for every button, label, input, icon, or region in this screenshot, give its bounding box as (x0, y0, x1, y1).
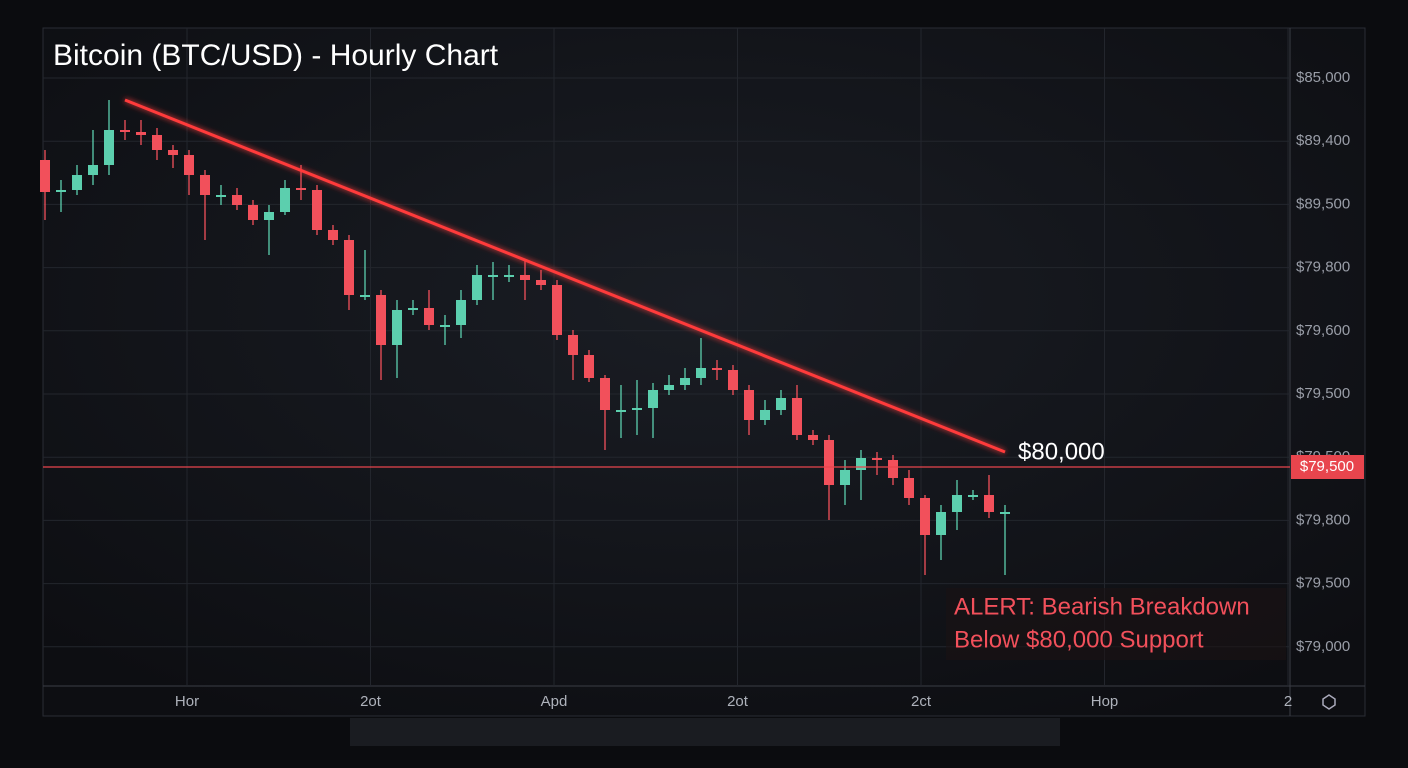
alert-text: ALERT: Bearish Breakdown (954, 593, 1250, 620)
y-tick-label: $85,000 (1296, 69, 1350, 86)
candle-body (728, 370, 738, 390)
candle-body (696, 368, 706, 378)
candle-body (216, 195, 226, 197)
price-tag (1291, 455, 1364, 479)
candle-body (312, 190, 322, 230)
price-tag-label: $79,500 (1300, 458, 1354, 475)
candle-body (600, 378, 610, 410)
candle-body (264, 212, 274, 220)
candle-body (360, 295, 370, 297)
y-tick-label: $79,800 (1296, 511, 1350, 528)
x-tick-label: 2 (1284, 693, 1292, 710)
y-tick-label: $79,500 (1296, 385, 1350, 402)
x-tick-label: Apd (541, 693, 568, 710)
candle-body (88, 165, 98, 175)
y-tick-label: $89,500 (1296, 195, 1350, 212)
candle-body (792, 398, 802, 435)
grid (43, 28, 1290, 686)
candle-body (1000, 512, 1010, 514)
candle-body (168, 150, 178, 155)
candle-body (968, 495, 978, 497)
candle-body (232, 195, 242, 205)
candle-body (584, 355, 594, 378)
candle-body (104, 130, 114, 165)
x-tick-label: 2ot (727, 693, 749, 710)
candle-body (744, 390, 754, 420)
x-tick-label: Hor (175, 693, 199, 710)
candle-body (488, 275, 498, 277)
trendline (124, 98, 1006, 454)
candle-body (536, 280, 546, 285)
candle-body (344, 240, 354, 295)
candle-body (632, 408, 642, 410)
candle-body (520, 275, 530, 280)
x-tick-label: 2ot (360, 693, 382, 710)
candle-body (200, 175, 210, 195)
candle-body (184, 155, 194, 175)
y-tick-label: $79,000 (1296, 638, 1350, 655)
candle-body (552, 285, 562, 335)
candle-body (904, 478, 914, 498)
chart-title: Bitcoin (BTC/USD) - Hourly Chart (53, 39, 499, 72)
level-label: $80,000 (1018, 438, 1105, 465)
candle-body (152, 135, 162, 150)
candle-body (808, 435, 818, 440)
candle-body (136, 132, 146, 135)
candle-body (40, 160, 50, 192)
candle-body (248, 205, 258, 220)
candle-body (424, 308, 434, 325)
candle-body (616, 410, 626, 412)
candle-body (936, 512, 946, 535)
candle-body (456, 300, 466, 325)
candle-body (648, 390, 658, 408)
candle-body (120, 130, 130, 132)
candle-body (328, 230, 338, 240)
candle-body (504, 275, 514, 277)
candle-body (72, 175, 82, 190)
candle-body (920, 498, 930, 535)
candle-body (376, 295, 386, 345)
candle-body (712, 368, 722, 370)
settings-icon[interactable] (1322, 694, 1336, 710)
candle-body (408, 308, 418, 310)
candle-body (472, 275, 482, 300)
marks (40, 98, 1290, 575)
candle-body (824, 440, 834, 485)
candle-body (984, 495, 994, 512)
candle-body (856, 458, 866, 470)
candle-body (296, 188, 306, 190)
candle-body (568, 335, 578, 355)
candle-body (280, 188, 290, 212)
alert-text: Below $80,000 Support (954, 626, 1204, 653)
candle-body (776, 398, 786, 410)
candle-body (680, 378, 690, 385)
candle-body (952, 495, 962, 512)
y-tick-label: $89,400 (1296, 132, 1350, 149)
candle-body (664, 385, 674, 390)
candle-body (872, 458, 882, 460)
alert-box (946, 588, 1286, 660)
y-tick-label: $79,800 (1296, 259, 1350, 276)
candle-body (760, 410, 770, 420)
candle-body (840, 470, 850, 485)
candle-body (392, 310, 402, 345)
x-tick-label: Hop (1091, 693, 1119, 710)
candle-body (56, 190, 66, 192)
x-tick-label: 2ct (911, 693, 932, 710)
candle-body (888, 460, 898, 478)
candle-body (440, 325, 450, 327)
y-tick-label: $79,500 (1296, 575, 1350, 592)
y-tick-label: $79,600 (1296, 322, 1350, 339)
monitor-stand (350, 718, 1060, 746)
